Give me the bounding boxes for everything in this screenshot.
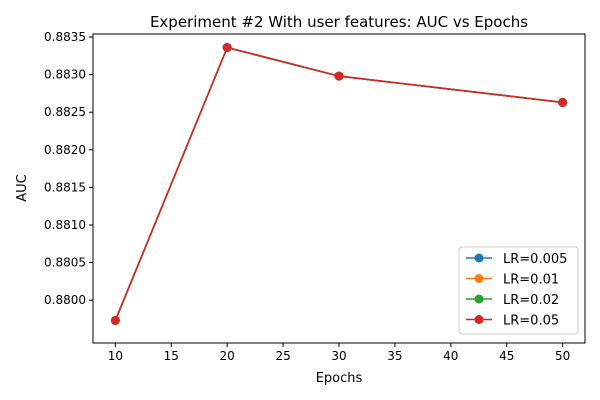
legend-label: LR=0.005 xyxy=(503,252,567,267)
series-line-4 xyxy=(114,46,563,321)
x-tick-label: 20 xyxy=(220,349,235,363)
legend-box xyxy=(458,246,579,335)
x-tick-label: 40 xyxy=(443,349,458,363)
legend-swatch-marker xyxy=(474,294,484,304)
x-tick-label: 50 xyxy=(555,349,570,363)
legend-swatch-marker xyxy=(474,274,484,283)
y-tick-label: 0.8825 xyxy=(44,105,86,119)
data-point xyxy=(334,71,344,81)
x-tick-label: 25 xyxy=(275,349,290,363)
legend-swatch-marker xyxy=(474,315,484,324)
y-tick-label: 0.8805 xyxy=(44,256,86,270)
legend-label: LR=0.02 xyxy=(503,293,559,308)
data-point xyxy=(558,97,568,107)
y-tick-label: 0.8835 xyxy=(44,30,86,44)
x-tick-label: 30 xyxy=(331,349,346,363)
legend-swatch-marker xyxy=(474,253,484,263)
data-point xyxy=(222,43,232,53)
data-point xyxy=(110,315,120,325)
legend: LR=0.005 LR=0.01 LR=0.02 LR=0.05 xyxy=(458,246,579,335)
x-tick-label: 35 xyxy=(387,349,402,363)
x-tick-label: 15 xyxy=(164,349,179,363)
y-tick-label: 0.8820 xyxy=(44,143,86,157)
plot-area: 10 15 20 25 30 35 40 45 50 0.8800 0.8805 0.8810 0.88… xyxy=(44,30,586,363)
legend-label: LR=0.01 xyxy=(503,273,559,288)
y-tick-label: 0.8815 xyxy=(44,180,86,194)
x-tick-label: 45 xyxy=(499,349,514,363)
x-tick-label: 10 xyxy=(108,349,123,363)
x-axis-title: Epochs xyxy=(316,371,363,386)
y-tick-label: 0.8800 xyxy=(44,293,86,307)
y-tick-label: 0.8810 xyxy=(44,218,86,232)
y-tick-label: 0.8830 xyxy=(44,68,86,82)
chart-title: Experiment #2 With user features: AUC vs… xyxy=(150,13,528,31)
legend-label: LR=0.05 xyxy=(503,314,559,329)
y-axis-title: AUC xyxy=(15,174,30,202)
